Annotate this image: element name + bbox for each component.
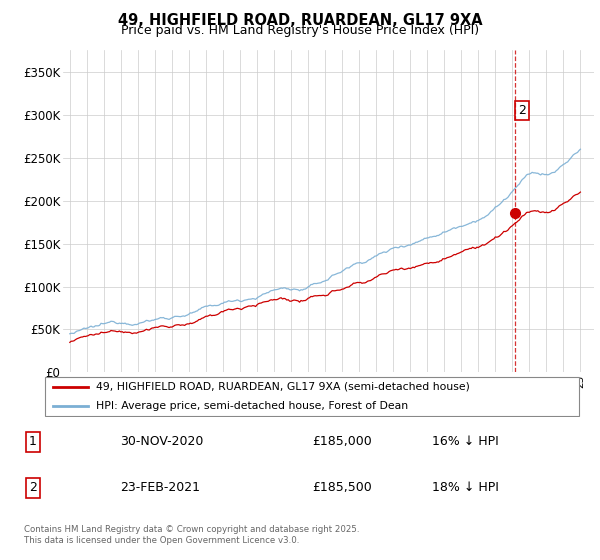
Text: 49, HIGHFIELD ROAD, RUARDEAN, GL17 9XA: 49, HIGHFIELD ROAD, RUARDEAN, GL17 9XA [118,13,482,28]
Text: 49, HIGHFIELD ROAD, RUARDEAN, GL17 9XA (semi-detached house): 49, HIGHFIELD ROAD, RUARDEAN, GL17 9XA (… [96,381,470,391]
Text: HPI: Average price, semi-detached house, Forest of Dean: HPI: Average price, semi-detached house,… [96,401,408,411]
Text: 1: 1 [29,436,37,449]
FancyBboxPatch shape [45,377,579,416]
Text: 18% ↓ HPI: 18% ↓ HPI [432,481,499,494]
Text: £185,500: £185,500 [312,481,372,494]
Text: 23-FEB-2021: 23-FEB-2021 [120,481,200,494]
Text: £185,000: £185,000 [312,436,372,449]
Text: 16% ↓ HPI: 16% ↓ HPI [432,436,499,449]
Text: Contains HM Land Registry data © Crown copyright and database right 2025.
This d: Contains HM Land Registry data © Crown c… [24,525,359,545]
Text: 30-NOV-2020: 30-NOV-2020 [120,436,203,449]
Text: 2: 2 [29,481,37,494]
Text: 2: 2 [518,104,526,117]
Text: Price paid vs. HM Land Registry's House Price Index (HPI): Price paid vs. HM Land Registry's House … [121,24,479,36]
